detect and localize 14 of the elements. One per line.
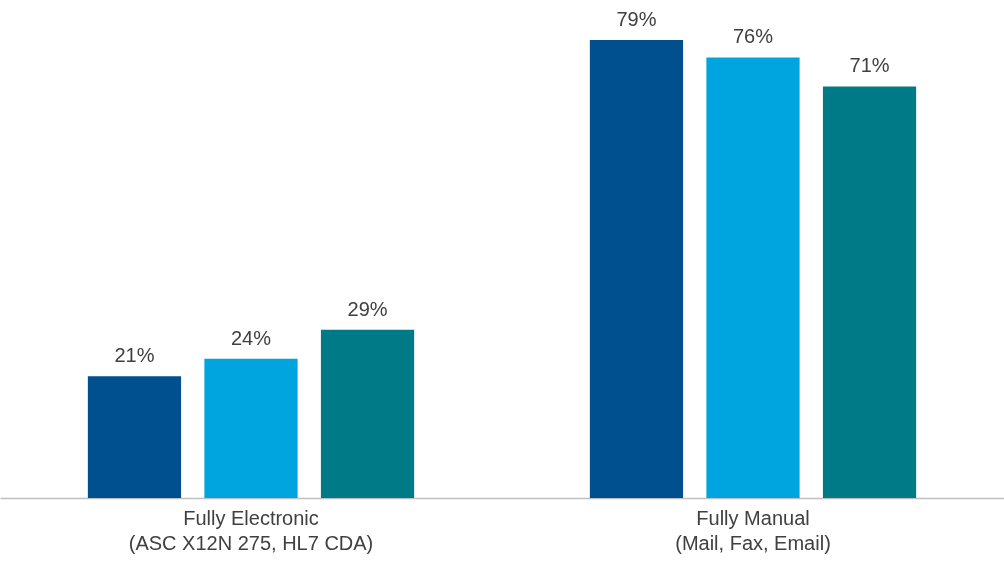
- bar: [204, 358, 298, 498]
- data-label: 79%: [616, 8, 657, 30]
- data-label: 76%: [732, 25, 774, 48]
- bar: [706, 57, 800, 498]
- data-label: 29%: [347, 297, 388, 320]
- x-tick-label: Fully Manual (Mail, Fax, Email): [675, 506, 831, 554]
- bar: [320, 329, 415, 498]
- bar: [87, 376, 182, 498]
- bar: [822, 86, 917, 498]
- data-label: 21%: [114, 344, 155, 367]
- bar: [589, 40, 684, 498]
- x-tick-label: Fully Electronic (ASC X12N 275, HL7 CDA): [128, 506, 374, 554]
- data-label: 71%: [849, 54, 890, 77]
- data-label: 24%: [230, 326, 272, 349]
